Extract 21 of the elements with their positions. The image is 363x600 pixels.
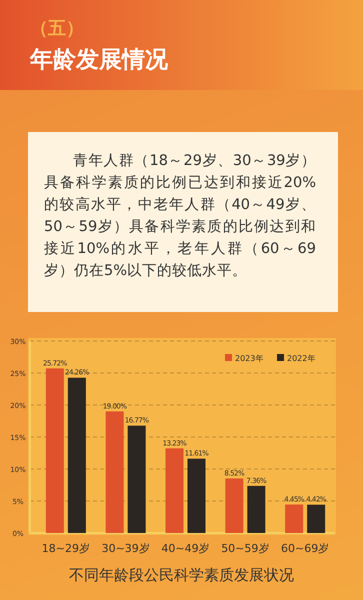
x-tick-label: 60~69岁: [280, 542, 330, 555]
bar: [188, 458, 206, 533]
bar: [68, 378, 86, 533]
legend-label: 2023年: [235, 354, 264, 363]
bar: [166, 448, 184, 533]
bar: [225, 478, 244, 533]
bar: [307, 504, 326, 533]
bar: [128, 426, 146, 533]
x-tick-label: 40~49岁: [161, 542, 210, 555]
x-tick-label: 30~39岁: [102, 542, 150, 555]
bar: [46, 368, 64, 533]
chart-title: （五）: [30, 17, 84, 40]
x-tick-label: 18~29岁: [42, 542, 90, 555]
bar: [247, 486, 266, 533]
text: 青年人群（18～29岁、30～39岁）具备科学素质的比例已达到和接近20%的较高水平，中老年人群（40～49岁、50～59岁）具备科学素质的比例达到和接近10%的水平，老年人群（60～69岁）仍在5%以下的较低水平。: [44, 152, 316, 281]
bar: [285, 504, 304, 533]
text: 不同年龄段公民科学素质发展状况: [68, 566, 295, 585]
legend-label: 2022年: [287, 354, 316, 363]
bar: [106, 411, 124, 533]
x-tick-label: 50~59岁: [221, 542, 270, 555]
chart-subtitle: 年龄发展情况: [30, 46, 168, 75]
